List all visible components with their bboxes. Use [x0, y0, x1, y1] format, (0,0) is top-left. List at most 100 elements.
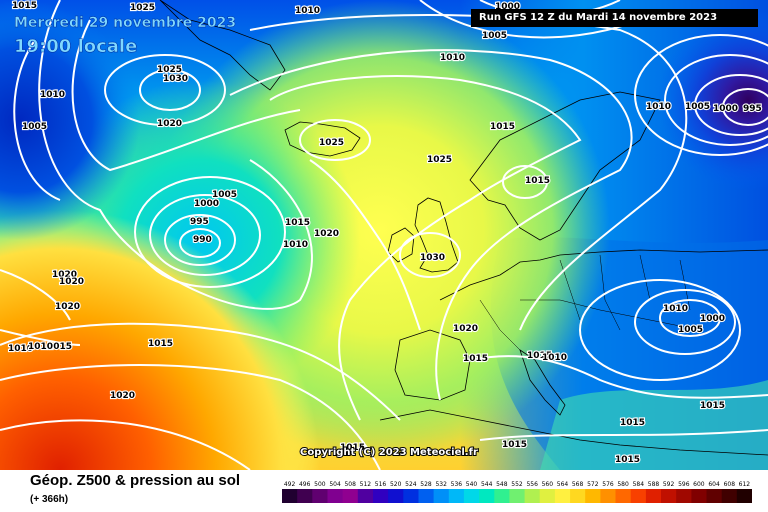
scale-label: 548	[496, 481, 508, 488]
isobar-label: 1015	[700, 401, 725, 411]
scale-swatch	[615, 489, 632, 503]
scale-label: 600	[693, 481, 705, 488]
isobar-1010-ring-ne	[634, 34, 768, 156]
isobar-label: 1025	[130, 3, 155, 13]
isobar-label: 1015	[490, 122, 515, 132]
color-scale-legend: 492 496 500 504 508 512 516 520 524 528 532 536 540 5…	[282, 481, 752, 503]
scale-label: 608	[724, 481, 736, 488]
scale-swatch	[570, 489, 586, 503]
isobar-label: 1005	[685, 102, 710, 112]
scale-label: 508	[344, 481, 356, 488]
isobar-label: 1000	[713, 104, 738, 114]
isobar-label: 1015	[340, 443, 365, 453]
isobar-1025-ring-north	[104, 54, 226, 126]
isobar-1010-ring-e	[579, 279, 741, 381]
isobar-label: 1010	[646, 102, 671, 112]
scale-swatch	[509, 489, 526, 503]
isobar-995-ring-ne	[722, 88, 768, 126]
isobar-995-ring	[164, 214, 236, 266]
isobar-label: 1010	[295, 6, 320, 16]
scale-swatch	[645, 489, 662, 503]
scale-swatch	[706, 489, 723, 503]
weather-map: 1015 1010 1000 1005 1025 1030 1010 1005 …	[0, 0, 768, 470]
isobar-label: 1015	[620, 418, 645, 428]
scale-swatch	[676, 489, 692, 503]
isobar-1020-west-edge	[0, 269, 71, 321]
isobar-label: 1000	[700, 314, 725, 324]
scale-label: 584	[633, 481, 645, 488]
isobar-label: 1015	[502, 440, 527, 450]
coast-iceland	[284, 121, 361, 157]
scale-label: 580	[617, 481, 629, 488]
isobar-1030-ring-uk	[399, 232, 461, 278]
forecast-lead-time: (+ 366h)	[30, 494, 69, 505]
isobar-1010-line-west	[13, 39, 61, 201]
isobar-label: 1015	[47, 342, 72, 352]
isobar-label: 1005	[678, 325, 703, 335]
scale-label: 592	[663, 481, 675, 488]
isobar-label: 1020	[110, 391, 135, 401]
scale-swatch	[736, 489, 752, 503]
isobar-label: 1020	[55, 302, 80, 312]
isobar-1015-south	[0, 322, 401, 421]
isobar-label: 1010	[663, 304, 688, 314]
isobar-label: 1030	[163, 74, 188, 84]
scale-label: 576	[602, 481, 614, 488]
coast-italy	[519, 349, 566, 416]
scale-label: 536	[451, 481, 463, 488]
isobar-1015-ridge	[229, 49, 633, 401]
scale-label: 512	[360, 481, 372, 488]
scale-label: 552	[511, 481, 523, 488]
isobar-1015-line-west	[38, 0, 313, 310]
scale-label: 596	[678, 481, 690, 488]
scale-label: 572	[587, 481, 599, 488]
scale-swatch	[661, 489, 677, 503]
isobar-label: 1010	[28, 342, 53, 352]
isobar-1015-med2	[479, 429, 768, 441]
isobar-label: 1025	[427, 155, 452, 165]
isobar-1025-ring-iceland	[299, 119, 371, 161]
scale-label: 540	[466, 481, 478, 488]
copyright-text: Copyright (C) 2023 Meteociel.fr	[300, 447, 478, 458]
isobar-1020-south	[0, 364, 381, 470]
scale-swatch	[585, 489, 601, 503]
isobar-label: 1010	[8, 344, 33, 354]
isobar-1000-ring	[149, 194, 261, 276]
isobar-label: 995	[743, 104, 762, 114]
isobar-1025-ridge	[309, 159, 421, 331]
isobar-1005-ring-e	[634, 289, 736, 355]
isobar-labels: 1015 1010 1000 1005 1025 1030 1010 1005 …	[7, 0, 763, 466]
isobar-label: 1010	[40, 90, 65, 100]
z500-southeast-warm	[540, 380, 768, 470]
scale-swatch	[448, 489, 465, 503]
scale-swatch	[479, 489, 495, 503]
isobar-1015-med	[469, 355, 768, 399]
scale-swatch	[388, 489, 404, 503]
scale-label: 556	[526, 481, 538, 488]
isobar-label: 1030	[420, 253, 445, 263]
isobar-990-ring	[179, 228, 221, 258]
scale-label: 492	[284, 481, 296, 488]
scale-swatch	[524, 489, 541, 503]
scale-swatch	[418, 489, 435, 503]
scale-label: 520	[390, 481, 402, 488]
forecast-time: 19:00 locale	[14, 36, 137, 57]
scale-swatch	[403, 489, 419, 503]
isobar-label: 1015	[525, 176, 550, 186]
scale-swatch	[342, 489, 359, 503]
isobar-label: 1015	[12, 1, 37, 11]
isobar-1000-ring-ne	[694, 74, 768, 136]
isobar-1020-ridge	[269, 75, 582, 421]
scale-swatch	[554, 489, 571, 503]
isobar-label: 995	[190, 217, 209, 227]
scale-label: 496	[299, 481, 311, 488]
scale-swatch	[721, 489, 738, 503]
isobar-label: 990	[193, 235, 212, 245]
isobar-label: 1005	[482, 31, 507, 41]
scale-label: 524	[405, 481, 417, 488]
scale-swatch	[539, 489, 556, 503]
isobar-label: 1005	[212, 190, 237, 200]
isobar-1005-ring-ne	[664, 54, 768, 146]
isobar-label: 1020	[59, 277, 84, 287]
isobar-1030-ring-north	[139, 69, 201, 111]
